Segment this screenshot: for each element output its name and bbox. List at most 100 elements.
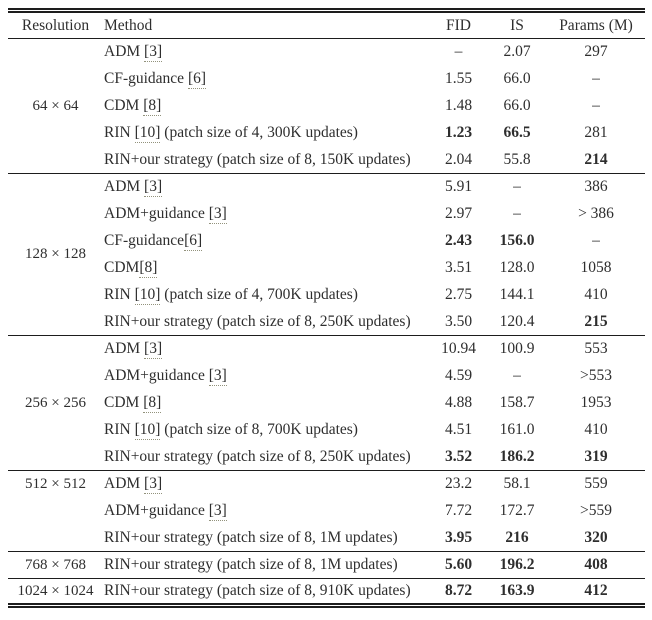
citation-link[interactable]: [6] [184, 232, 203, 251]
is-cell: 55.8 [503, 150, 531, 168]
is-cell: 186.2 [499, 447, 535, 465]
fid-cell: – [430, 38, 487, 66]
method-cell: ADM+guidance [3] [103, 363, 430, 390]
method-name: RIN+our strategy (patch size of 8, 910K … [104, 582, 411, 599]
is-cell: 120.4 [499, 312, 535, 330]
table-row: RIN [10] (patch size of 4, 300K updates)… [8, 120, 645, 147]
citation-link[interactable]: [10] [134, 421, 161, 440]
params-cell: 408 [547, 551, 645, 579]
header-fid: FID [430, 10, 487, 39]
header-is: IS [487, 10, 547, 39]
resolution-cell: 64 × 64 [8, 38, 103, 174]
method-cell: RIN+our strategy (patch size of 8, 150K … [103, 147, 430, 174]
params-cell: 410 [584, 421, 608, 438]
method-cell: ADM+guidance [3] [103, 498, 430, 525]
fid-cell: 3.50 [444, 312, 473, 330]
table-header: Resolution Method FID IS Params (M) [8, 10, 645, 39]
is-cell: 172.7 [499, 502, 535, 519]
table-row: RIN+our strategy (patch size of 8, 150K … [8, 147, 645, 174]
method-detail: (patch size of 4, 700K updates) [160, 286, 358, 303]
fid-cell: 8.72 [430, 578, 487, 606]
table-row: CF-guidance[6] 2.43 156.0 – [8, 228, 645, 255]
is-cell: 163.9 [487, 578, 547, 606]
params-cell: 214 [584, 150, 608, 168]
table-row: CDM [8] 4.88 158.7 1953 [8, 390, 645, 417]
citation-link[interactable]: [10] [134, 124, 161, 143]
fid-cell: 4.59 [444, 367, 473, 384]
citation-link[interactable]: [8] [143, 97, 162, 116]
method-cell: RIN+our strategy (patch size of 8, 1M up… [103, 525, 430, 552]
citation-link[interactable]: [3] [144, 340, 163, 360]
method-name: CDM [104, 259, 140, 276]
method-name: ADM+guidance [104, 205, 209, 222]
header-resolution: Resolution [8, 10, 103, 39]
method-name: CF-guidance [104, 232, 185, 249]
params-cell: 553 [547, 335, 645, 363]
is-cell: – [513, 205, 521, 222]
fid-cell: 4.51 [444, 421, 473, 438]
fid-cell: 5.60 [430, 551, 487, 579]
method-name: RIN+our strategy (patch size of 8, 150K … [104, 150, 411, 168]
is-cell: 66.5 [503, 124, 531, 141]
header-row: Resolution Method FID IS Params (M) [8, 10, 645, 39]
fid-cell: 2.43 [444, 232, 473, 249]
resolution-cell: 768 × 768 [8, 551, 103, 579]
header-params: Params (M) [547, 10, 645, 39]
method-cell: CF-guidance[6] [103, 228, 430, 255]
method-name: CF-guidance [104, 70, 188, 87]
citation-link[interactable]: [8] [139, 259, 158, 278]
is-cell: 144.1 [499, 286, 535, 303]
method-name: RIN+our strategy (patch size of 8, 1M up… [104, 556, 398, 573]
method-cell: RIN+our strategy (patch size of 8, 1M up… [103, 551, 430, 579]
table-row: CF-guidance [6] 1.55 66.0 – [8, 66, 645, 93]
citation-link[interactable]: [3] [208, 367, 227, 386]
table-row: 768 × 768 RIN+our strategy (patch size of… [8, 551, 645, 579]
is-cell: 2.07 [487, 38, 547, 66]
method-cell: CF-guidance [6] [103, 66, 430, 93]
params-cell: >553 [580, 367, 612, 384]
fid-cell: 1.55 [444, 70, 473, 87]
table-row: ADM+guidance [3] 2.97 – > 386 [8, 201, 645, 228]
citation-link[interactable]: [8] [143, 394, 162, 413]
method-cell: ADM [3] [103, 173, 430, 201]
citation-link[interactable]: [3] [144, 475, 163, 495]
fid-cell: 3.95 [444, 528, 473, 546]
citation-link[interactable]: [6] [187, 70, 207, 89]
citation-link[interactable]: [10] [134, 286, 161, 305]
table-row: RIN+our strategy (patch size of 8, 250K … [8, 444, 645, 471]
method-cell: RIN+our strategy (patch size of 8, 910K … [103, 578, 430, 606]
citation-link[interactable]: [3] [208, 205, 227, 224]
is-cell: 128.0 [499, 259, 535, 276]
fid-cell: 3.51 [444, 259, 473, 276]
params-cell: – [592, 70, 600, 87]
method-cell: RIN+our strategy (patch size of 8, 250K … [103, 309, 430, 336]
method-cell: ADM+guidance [3] [103, 201, 430, 228]
params-cell: 386 [547, 173, 645, 201]
method-name: CDM [104, 97, 144, 114]
params-cell: > 386 [578, 205, 614, 222]
resolution-cell: 512 × 512 [8, 470, 103, 552]
table-row: RIN [10] (patch size of 8, 700K updates)… [8, 417, 645, 444]
method-detail: (patch size of 4, 300K updates) [160, 124, 358, 141]
table-row: RIN+our strategy (patch size of 8, 1M up… [8, 525, 645, 552]
method-name: RIN+our strategy (patch size of 8, 250K … [104, 312, 411, 330]
fid-cell: 1.48 [444, 97, 473, 114]
table-row: RIN [10] (patch size of 4, 700K updates)… [8, 282, 645, 309]
citation-link[interactable]: [3] [144, 178, 163, 198]
citation-link[interactable]: [3] [144, 43, 163, 63]
table-row: 64 × 64 ADM [3] –2.07 297 [8, 38, 645, 174]
method-name: RIN [104, 421, 135, 438]
fid-cell: 10.94 [430, 335, 487, 363]
fid-cell: 23.2 [430, 470, 487, 498]
method-name: ADM+guidance [104, 502, 209, 519]
header-method: Method [103, 10, 430, 39]
method-cell: CDM[8] [103, 255, 430, 282]
is-cell: 161.0 [499, 421, 535, 438]
table-row: 1024 × 1024 RIN+our strategy (patch size … [8, 578, 645, 606]
is-cell: – [513, 367, 521, 384]
table-row: CDM[8] 3.51 128.0 1058 [8, 255, 645, 282]
method-cell: CDM [8] [103, 390, 430, 417]
citation-link[interactable]: [3] [208, 502, 227, 521]
params-cell: – [592, 97, 600, 114]
fid-cell: 2.97 [444, 205, 473, 222]
